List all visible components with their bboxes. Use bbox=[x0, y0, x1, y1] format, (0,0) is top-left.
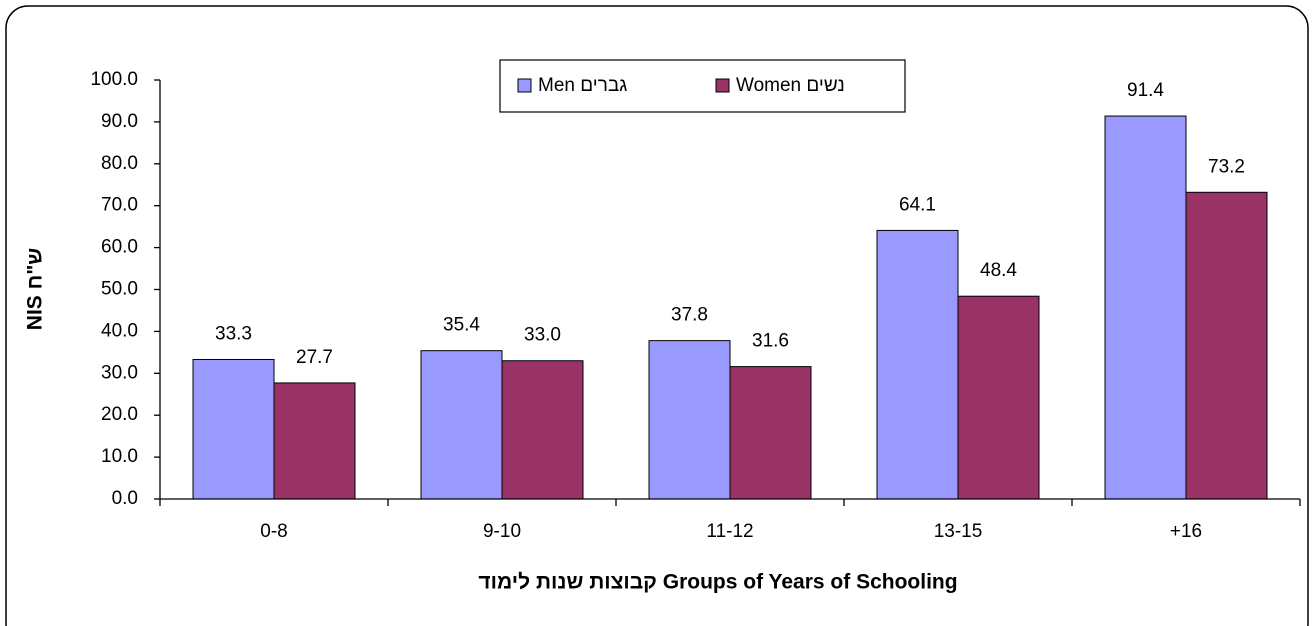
y-axis-label: NIS ש"ח bbox=[24, 248, 47, 331]
y-tick-label: 20.0 bbox=[101, 404, 138, 425]
y-tick-label: 90.0 bbox=[101, 111, 138, 132]
data-label: 35.4 bbox=[443, 315, 480, 336]
legend-label: Men גברים bbox=[538, 75, 627, 96]
y-tick-label: 80.0 bbox=[101, 153, 138, 174]
bar bbox=[501, 360, 584, 500]
x-tick-label: 13-15 bbox=[934, 521, 983, 542]
bar bbox=[876, 229, 959, 500]
bar bbox=[957, 295, 1040, 500]
y-tick-label: 30.0 bbox=[101, 362, 138, 383]
data-label: 27.7 bbox=[296, 347, 333, 368]
y-tick-label: 40.0 bbox=[101, 320, 138, 341]
data-label: 31.6 bbox=[752, 331, 789, 352]
x-tick-label: 11-12 bbox=[706, 521, 753, 542]
bar bbox=[192, 358, 275, 500]
x-tick-label: +16 bbox=[1170, 521, 1202, 542]
bar bbox=[648, 340, 731, 500]
y-tick-label: 50.0 bbox=[101, 279, 138, 300]
y-tick-label: 70.0 bbox=[101, 195, 138, 216]
legend-swatch bbox=[517, 78, 532, 93]
data-label: 33.0 bbox=[524, 325, 561, 346]
bar bbox=[273, 382, 356, 500]
data-label: 37.8 bbox=[671, 305, 708, 326]
y-tick-label: 10.0 bbox=[101, 446, 138, 467]
bar bbox=[420, 350, 503, 500]
legend-box bbox=[499, 59, 906, 113]
legend-label: Women נשים bbox=[736, 75, 845, 96]
y-tick-label: 60.0 bbox=[101, 237, 138, 258]
x-axis-label: קבוצות שנות לימוד Groups of Years of Sch… bbox=[478, 571, 957, 594]
x-tick-label: 0-8 bbox=[260, 521, 287, 542]
data-label: 73.2 bbox=[1208, 156, 1245, 177]
legend-swatch bbox=[715, 78, 730, 93]
data-label: 33.3 bbox=[215, 323, 252, 344]
data-label: 48.4 bbox=[980, 260, 1017, 281]
bar bbox=[1185, 191, 1268, 500]
bar bbox=[1104, 115, 1187, 500]
data-label: 64.1 bbox=[899, 194, 936, 215]
y-tick-label: 100.0 bbox=[90, 69, 138, 90]
y-tick-label: 0.0 bbox=[112, 488, 138, 509]
x-tick-label: 9-10 bbox=[483, 521, 521, 542]
bar bbox=[729, 366, 812, 500]
data-label: 91.4 bbox=[1127, 80, 1164, 101]
